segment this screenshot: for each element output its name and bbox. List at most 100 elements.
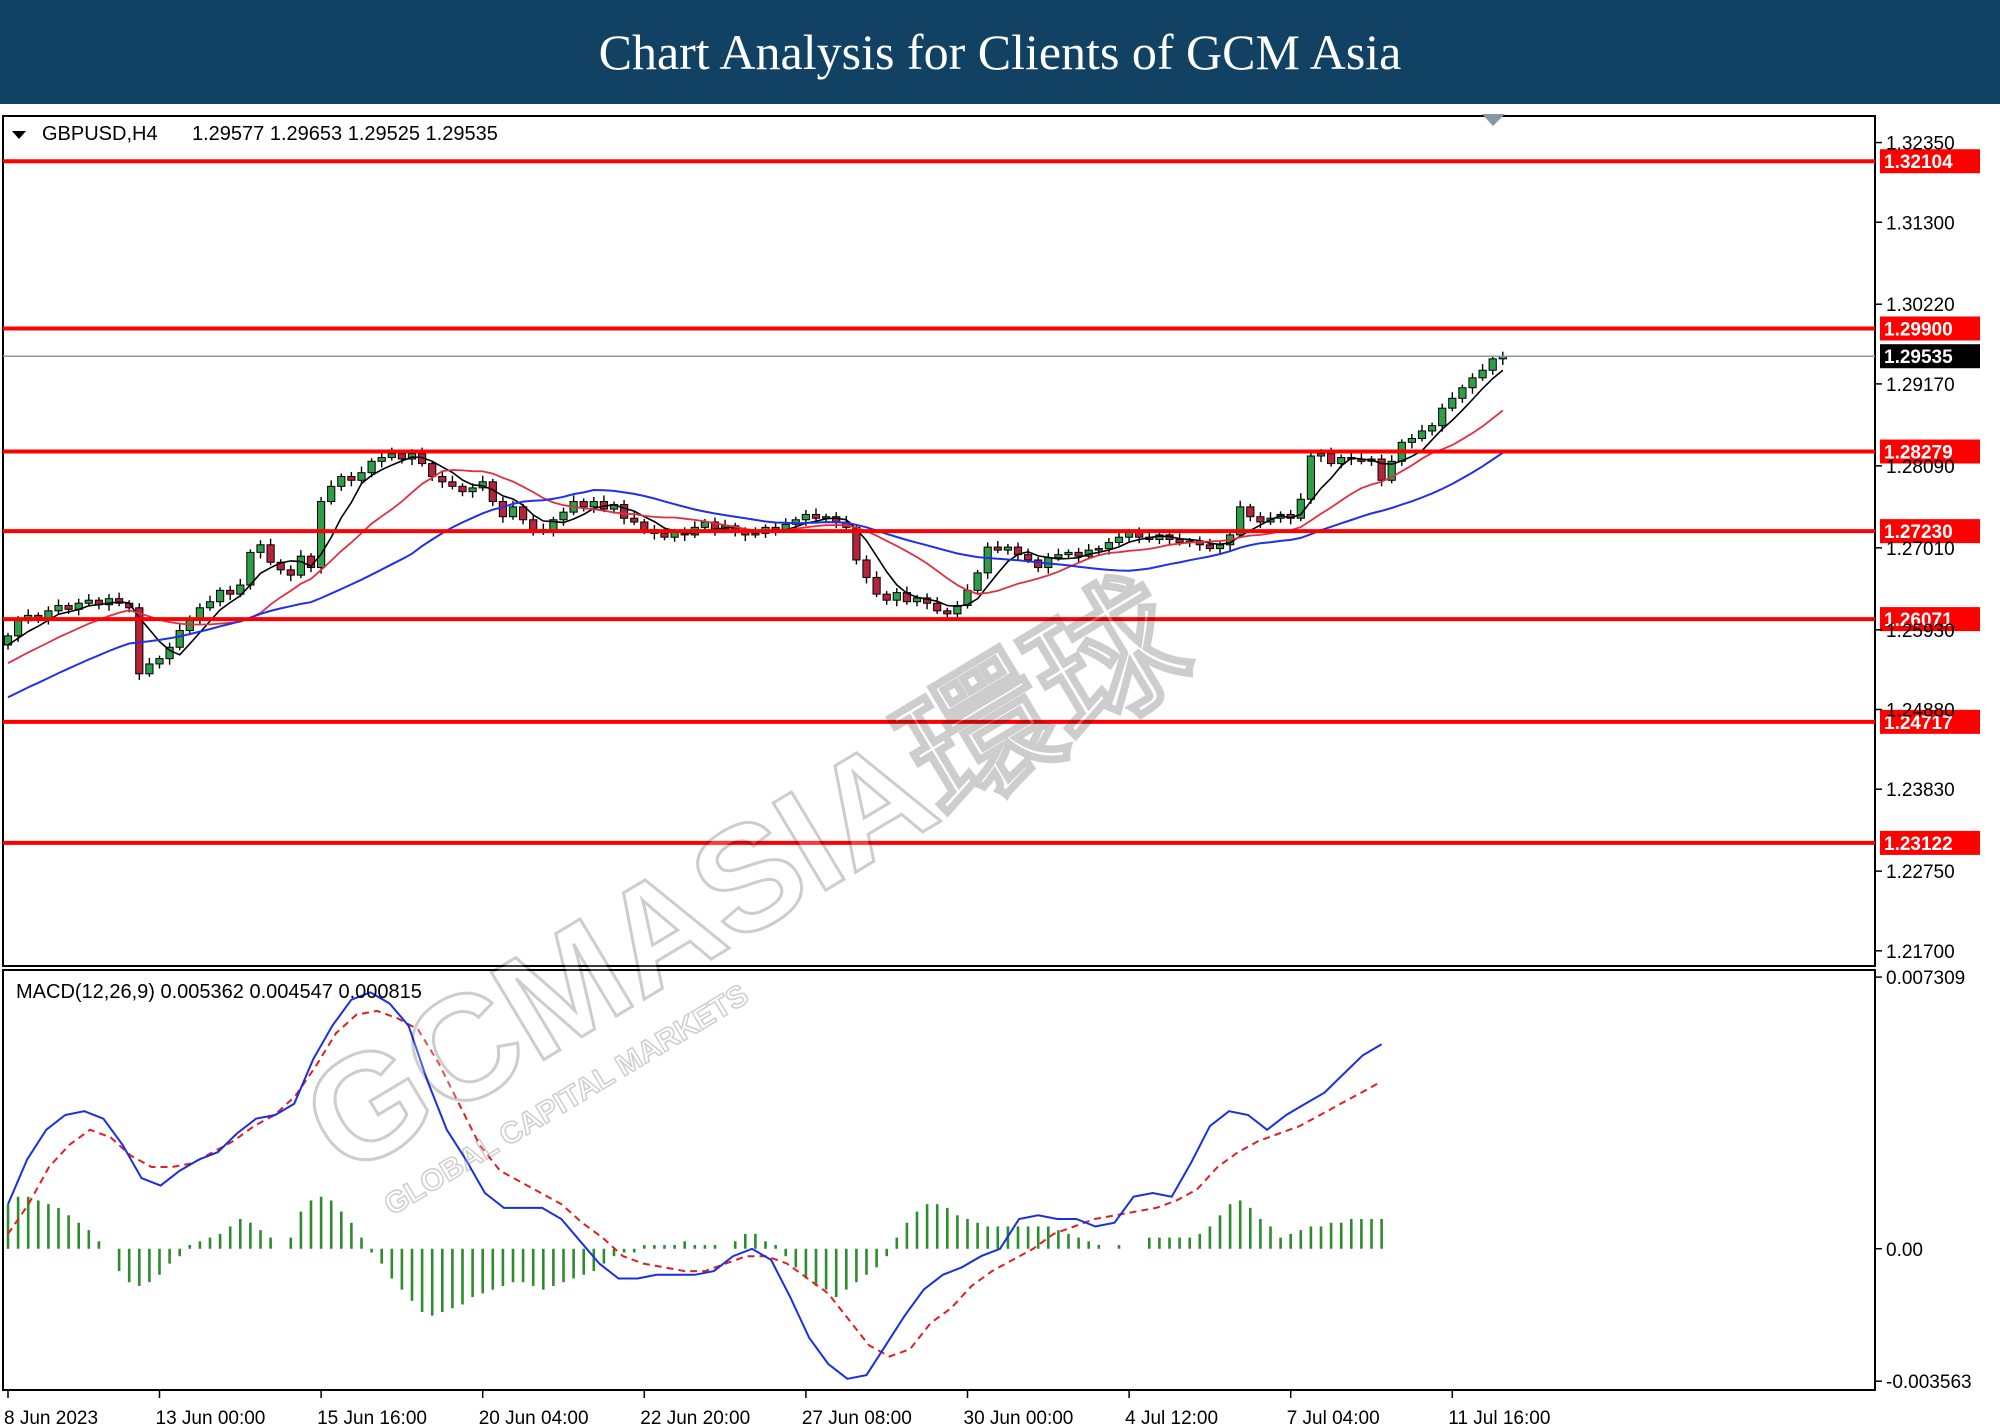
bull-candle [155,658,164,665]
bull-candle [246,551,255,586]
price-axis-label: 1.28090 [1886,457,1955,478]
bull-candle [1387,460,1396,481]
bull-candle [508,506,518,518]
bull-candle [1337,457,1346,465]
bull-candle [337,475,346,487]
time-axis-label: 22 Jun 20:00 [640,1408,750,1428]
bear-candle [872,576,881,595]
bull-candle [1458,387,1467,399]
bull-candle [1064,551,1073,556]
price-axis-label: 1.29170 [1886,375,1955,396]
collapse-arrow-icon[interactable] [12,131,26,139]
header-title: Chart Analysis for Clients of GCM Asia [598,24,1402,80]
ma-slow-line [7,451,1504,699]
bear-candle [448,481,457,487]
level-flag-label: 1.29900 [1884,320,1953,341]
bear-candle [933,602,942,612]
bull-candle [256,544,265,553]
bear-candle [64,605,73,610]
macd-axis-label: -0.003563 [1886,1372,1972,1393]
bear-candle [266,544,275,563]
time-axis-label: 15 Jun 16:00 [317,1408,427,1428]
bear-candle [1246,506,1255,518]
level-flag-label: 1.23122 [1884,834,1953,855]
bull-candle [54,605,63,612]
bull-candle [1236,506,1245,536]
bear-candle [1256,516,1265,523]
time-axis-label: 7 Jul 04:00 [1287,1408,1380,1428]
current-price-flag [1880,344,1980,369]
level-flag [1880,316,1980,341]
bull-candle [1054,554,1063,559]
bear-candle [226,589,235,595]
bear-candle [438,475,447,483]
bull-candle [1428,425,1437,432]
price-axis-label: 1.23830 [1886,780,1955,801]
bull-candle [296,555,305,576]
bear-candle [1205,544,1215,550]
price-axis-label: 1.22750 [1886,862,1955,883]
price-axis-label: 1.25930 [1886,621,1955,642]
bear-candle [660,532,669,538]
bull-candle [1478,369,1487,379]
bull-candle [1488,358,1497,371]
bull-candle [1468,377,1477,389]
bull-candle [468,487,477,493]
bull-candle [165,646,174,660]
level-flag-label: 1.27230 [1884,522,1953,543]
level-flag [1880,439,1980,464]
macd-axis-label: 0.007309 [1886,968,1965,989]
level-flag [1880,519,1980,544]
bull-candle [216,589,225,603]
bear-candle [1074,551,1083,557]
bear-candle [519,506,528,521]
time-axis-label: 27 Jun 08:00 [802,1408,912,1428]
price-axis-label: 1.24880 [1886,700,1955,721]
price-axis-label: 1.32350 [1886,134,1955,155]
bull-candle [700,521,709,528]
bear-candle [397,453,406,460]
bull-candle [377,457,386,462]
bear-candle [115,598,124,604]
time-axis-label: 11 Jul 16:00 [1448,1408,1550,1428]
bear-candle [943,610,952,615]
bull-candle [195,607,205,619]
bull-candle [1003,546,1012,551]
bull-candle [1407,438,1417,443]
level-flag-label: 1.32104 [1884,152,1953,173]
bear-candle [347,475,356,481]
macd-signal-line [7,1009,1383,1358]
bull-candle [1438,407,1447,427]
bull-candle [367,460,376,474]
bear-candle [1175,538,1184,544]
bear-candle [135,607,144,675]
bear-candle [529,519,538,531]
level-flag [1880,607,1980,632]
level-flag-label: 1.28279 [1884,443,1953,464]
bull-candle [751,532,760,536]
bull-candle [357,472,366,481]
bull-candle [791,519,800,525]
bull-candle [145,663,154,675]
bull-candle [387,453,396,459]
bull-candle [14,620,23,637]
time-axis-label: 8 Jun 2023 [4,1408,98,1428]
shift-marker-icon [1482,114,1505,126]
bear-candle [498,501,507,518]
level-flag [1880,830,1980,855]
bear-candle [620,504,629,519]
macd-label: MACD(12,26,9) 0.005362 0.004547 0.000815 [16,981,422,1003]
price-axis-label: 1.27010 [1886,539,1955,560]
bear-candle [811,513,821,519]
bull-candle [1417,430,1427,440]
bear-candle [428,463,437,477]
bull-candle [1448,397,1457,409]
bull-candle [1316,453,1326,457]
bear-candle [1377,458,1386,481]
symbol-label: GBPUSD,H4 [42,123,158,145]
level-flag-label: 1.26071 [1884,610,1953,631]
bear-candle [993,546,1002,551]
time-axis-label: 30 Jun 00:00 [964,1408,1074,1428]
bear-candle [458,485,467,493]
bull-candle [973,572,982,591]
